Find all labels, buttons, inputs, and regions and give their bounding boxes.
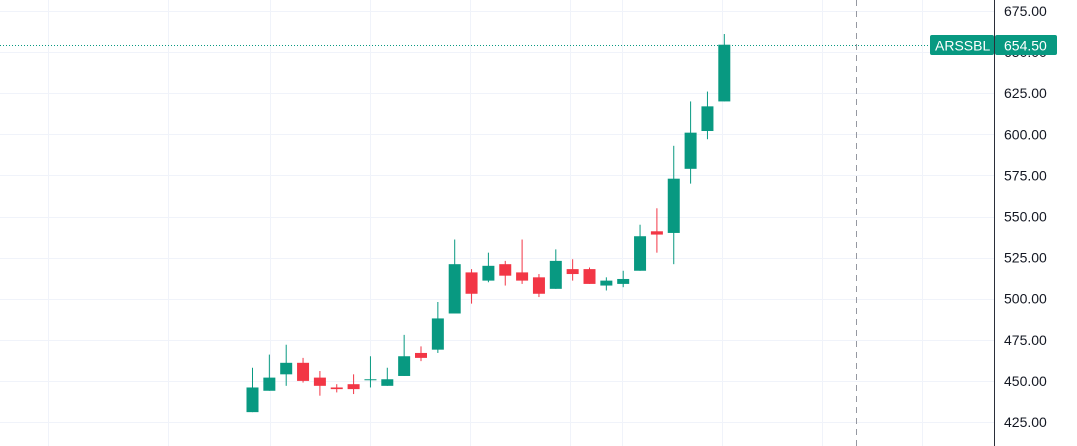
candle-up (263, 354, 276, 391)
candle-body (549, 260, 562, 289)
candle-down (415, 346, 427, 362)
candle-body (330, 387, 343, 390)
candle-body (431, 318, 444, 350)
candle-down (566, 259, 579, 281)
candle-body (280, 362, 293, 375)
price-tick-label: 475.00 (1004, 332, 1047, 348)
candle-down (650, 208, 663, 253)
symbol-label: ARSSBL (935, 38, 990, 54)
candle-body (381, 379, 394, 386)
candle-body (684, 132, 697, 169)
last-price-label: 654.50 (1004, 38, 1047, 54)
candle-up (364, 356, 377, 388)
last-price-badge: ARSSBL 654.50 (930, 35, 1057, 55)
candle-body (532, 277, 545, 294)
candle-up (482, 252, 495, 283)
candle-body (465, 272, 478, 294)
candle-body (617, 278, 630, 284)
candle-body (667, 178, 680, 233)
candle-up (684, 101, 697, 184)
candle-down (347, 374, 360, 395)
candle-up (381, 367, 394, 386)
price-tick-label: 450.00 (1004, 373, 1047, 389)
price-axis-background (994, 0, 1077, 446)
candle-up (667, 145, 680, 265)
candle-up (600, 277, 613, 291)
candle-body (297, 362, 310, 381)
candle-body (718, 44, 731, 102)
candle-up (431, 301, 444, 353)
candle-body (516, 272, 529, 281)
candle-down (532, 274, 545, 298)
grid-layer (0, 0, 994, 446)
price-tick-label: 500.00 (1004, 291, 1047, 307)
candle-up (634, 224, 647, 271)
price-axis[interactable]: 425.00 450.00 475.00 500.00 525.00 550.00 575.… (994, 0, 1077, 446)
candle-body (398, 356, 411, 376)
candle-body (415, 352, 427, 358)
candle-down (499, 260, 512, 286)
candle-up (280, 344, 293, 386)
price-tick-label: 675.00 (1004, 3, 1047, 19)
candle-body (600, 280, 613, 286)
price-tick-label: 525.00 (1004, 250, 1047, 266)
candle-body (499, 264, 512, 276)
candle-up (398, 334, 411, 376)
price-tick-label: 625.00 (1004, 85, 1047, 101)
candle-up (448, 239, 461, 314)
candle-body (634, 236, 647, 271)
candle-body (583, 269, 596, 284)
candle-body (701, 106, 714, 132)
price-tick-label: 425.00 (1004, 414, 1047, 430)
candle-down (583, 267, 596, 284)
candle-body (566, 269, 579, 275)
candle-body (347, 384, 360, 390)
candle-body (263, 377, 276, 391)
candle-body (650, 231, 663, 235)
candle-up (718, 34, 731, 102)
price-badge-background (995, 35, 1057, 55)
candle-down (297, 357, 310, 383)
candle-layer (246, 34, 731, 413)
candle-up (549, 249, 562, 289)
candle-body (482, 265, 495, 281)
price-tick-label: 600.00 (1004, 126, 1047, 142)
symbol-badge-background (930, 35, 994, 55)
candle-up (701, 91, 714, 140)
candle-down (465, 269, 478, 304)
price-tick-label: 575.00 (1004, 167, 1047, 183)
candle-body (364, 379, 377, 381)
candle-down (516, 239, 529, 284)
candle-down (313, 371, 326, 396)
price-tick-label: 550.00 (1004, 209, 1047, 225)
candle-body (448, 264, 461, 314)
candle-down (330, 384, 343, 393)
candle-up (246, 367, 259, 413)
candle-body (246, 387, 259, 413)
candle-up (617, 270, 630, 288)
candle-body (313, 377, 326, 386)
